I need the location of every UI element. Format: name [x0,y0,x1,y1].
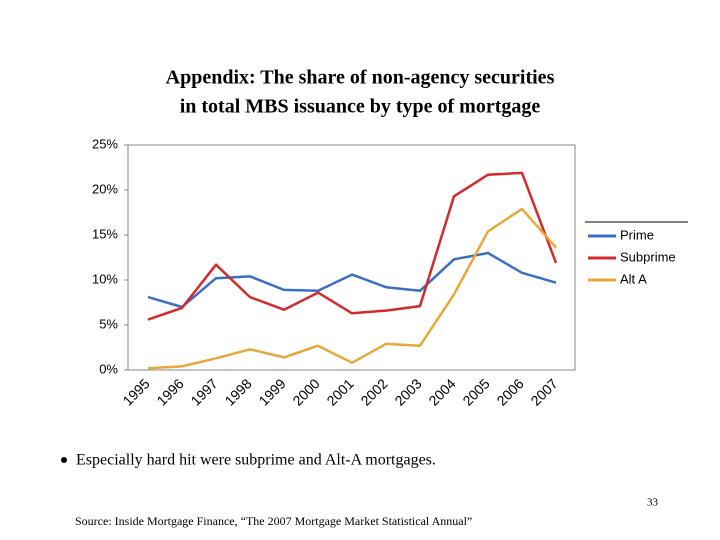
series-line [147,251,557,309]
bullet-dot [61,457,67,463]
series-line [147,171,558,321]
x-tick-label: 1996 [153,375,186,408]
x-tick-label: 2007 [527,375,560,408]
x-tick-label: 1998 [221,375,254,408]
legend-label: Subprime [620,249,676,264]
x-tick-label: 2003 [391,375,424,408]
legend-label: Prime [620,227,654,242]
x-tick-label: 1999 [255,375,288,408]
x-tick-label: 2002 [357,375,390,408]
chart-title: Appendix: The share of non-agency securi… [166,67,555,89]
page-number: 33 [647,497,659,509]
x-tick-label: 2000 [289,375,322,408]
plot-frame [127,144,576,371]
x-tick-label: 2001 [323,375,356,408]
x-tick-label: 1995 [119,375,152,408]
x-tick-label: 2005 [459,375,492,408]
x-tick-label: 2006 [493,375,526,408]
legend-label: Alt A [620,271,647,286]
y-tick-label: 20% [92,181,118,196]
x-tick-label: 1997 [187,375,220,408]
series-line [147,207,557,370]
chart-title: in total MBS issuance by type of mortgag… [180,96,541,118]
bullet-text: Especially hard hit were subprime and Al… [76,452,436,469]
y-tick-label: 0% [99,361,118,376]
y-tick-label: 15% [92,226,118,241]
y-tick-label: 10% [92,271,118,286]
y-tick-label: 25% [92,136,118,151]
y-tick-label: 5% [99,316,118,331]
x-tick-label: 2004 [425,375,458,408]
source-note: Source: Inside Mortgage Finance, “The 20… [75,514,472,528]
